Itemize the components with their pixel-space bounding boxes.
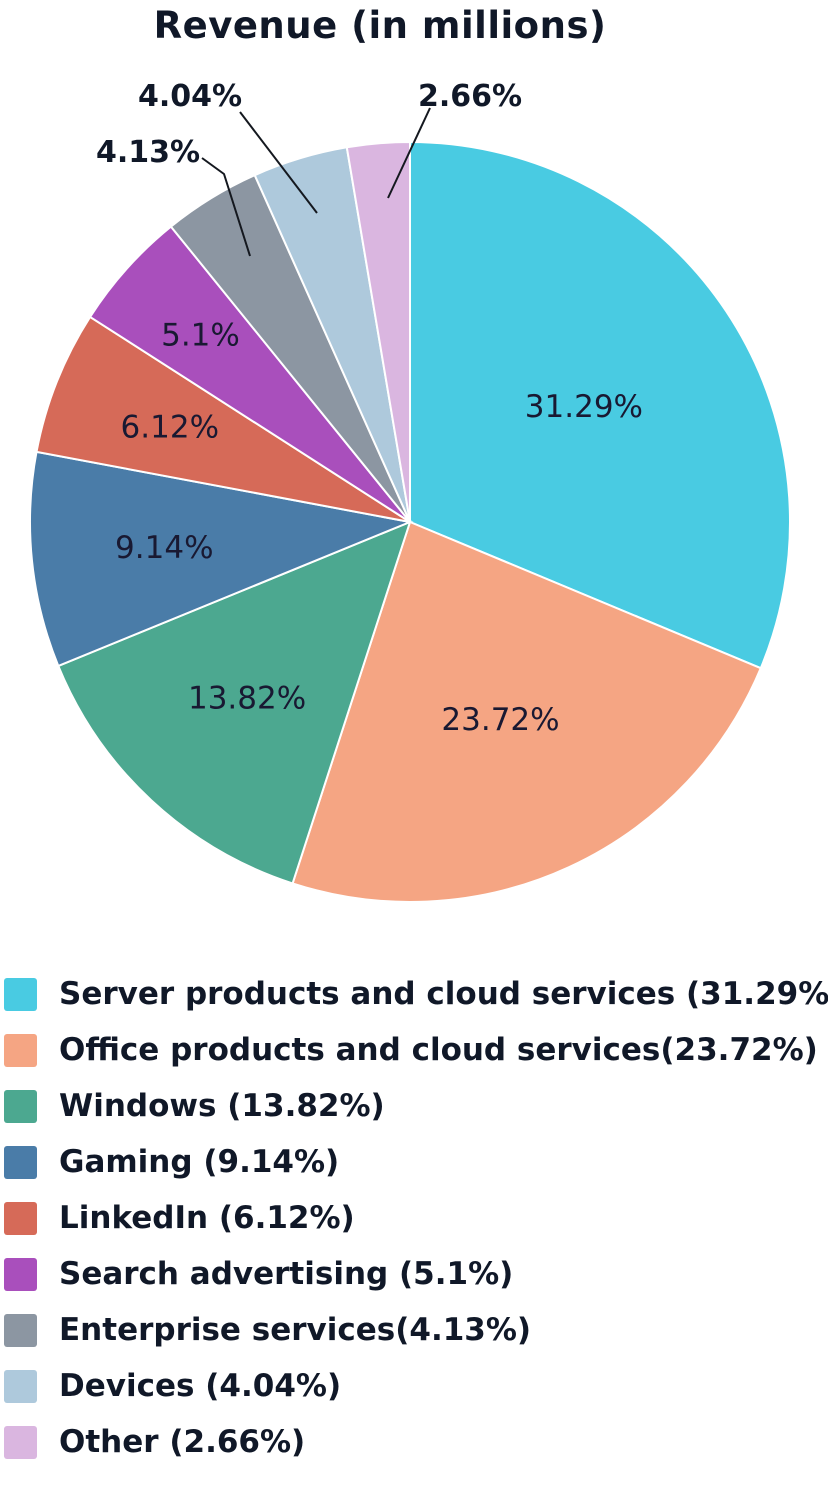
legend-swatch: [4, 1033, 37, 1067]
legend-row: Search advertising (5.1%): [4, 1246, 828, 1302]
slice-value-label: 4.13%: [96, 135, 200, 170]
chart-legend: Server products and cloud services (31.2…: [4, 966, 828, 1470]
legend-swatch: [4, 1257, 37, 1291]
legend-label: Server products and cloud services (31.2…: [59, 976, 828, 1012]
legend-label: LinkedIn (6.12%): [59, 1200, 355, 1236]
legend-row: Devices (4.04%): [4, 1358, 828, 1414]
slice-value-label: 23.72%: [441, 702, 559, 738]
legend-label: Gaming (9.14%): [59, 1144, 340, 1180]
slice-value-label: 5.1%: [161, 317, 240, 353]
pie-slice-other: [345, 140, 411, 523]
legend-swatch: [4, 1201, 37, 1235]
pie-slice-server-products-and-cloud-services: [409, 140, 791, 670]
pie-slice-gaming: [29, 450, 414, 668]
legend-row: LinkedIn (6.12%): [4, 1190, 828, 1246]
legend-swatch: [4, 1313, 37, 1347]
slice-value-label: 31.29%: [525, 389, 643, 425]
legend-label: Office products and cloud services(23.72…: [59, 1032, 818, 1068]
pie-slice-windows: [57, 520, 412, 885]
legend-label: Windows (13.82%): [59, 1088, 385, 1124]
legend-label: Search advertising (5.1%): [59, 1256, 514, 1292]
pie-chart: 31.29% 23.72% 13.82% 9.14% 6.12% 5.1% 4.13% 4.0…: [29, 79, 791, 903]
legend-row: Office products and cloud services(23.72…: [4, 1022, 828, 1078]
legend-row: Windows (13.82%): [4, 1078, 828, 1134]
legend-label: Devices (4.04%): [59, 1368, 342, 1404]
legend-row: Enterprise services(4.13%): [4, 1302, 828, 1358]
legend-label: Other (2.66%): [59, 1424, 306, 1460]
pie-slice-office-products-and-cloud-services: [291, 520, 763, 903]
slice-value-label: 6.12%: [121, 410, 219, 446]
legend-swatch: [4, 1425, 37, 1459]
callout-line: [201, 157, 251, 257]
chart-title: Revenue (in millions): [153, 4, 607, 47]
legend-swatch: [4, 1369, 37, 1403]
legend-swatch: [4, 977, 37, 1011]
slice-value-label: 9.14%: [115, 530, 213, 566]
slice-value-label: 4.04%: [138, 79, 242, 114]
pie-slice-linkedin: [35, 315, 411, 523]
legend-row: Gaming (9.14%): [4, 1134, 828, 1190]
legend-row: Server products and cloud services (31.2…: [4, 966, 828, 1022]
callout-line: [239, 111, 318, 214]
callout-line: [387, 107, 431, 199]
legend-row: Other (2.66%): [4, 1414, 828, 1470]
legend-label: Enterprise services(4.13%): [59, 1312, 532, 1348]
legend-swatch: [4, 1089, 37, 1123]
slice-value-label: 2.66%: [418, 79, 522, 114]
legend-swatch: [4, 1145, 37, 1179]
slice-value-label: 13.82%: [188, 681, 306, 717]
